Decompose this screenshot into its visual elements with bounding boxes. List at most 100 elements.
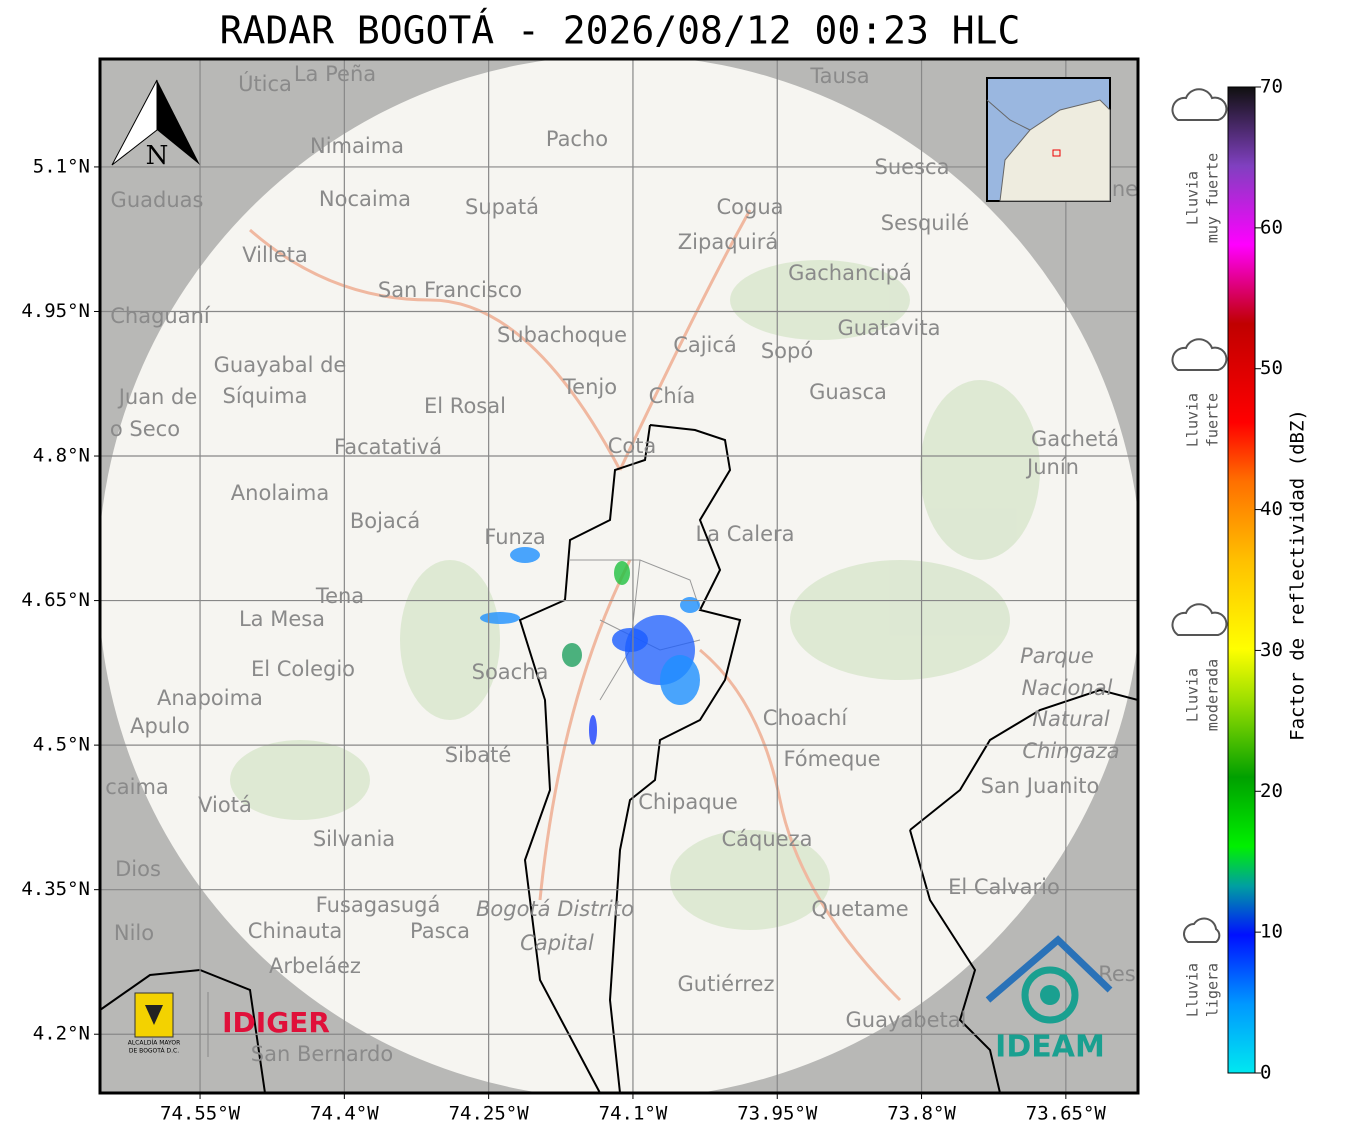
place-label: Dios — [115, 857, 161, 881]
legend-label: Lluvia — [1184, 171, 1202, 225]
legend-label: muy fuerte — [1204, 153, 1222, 243]
colorbar-label: Factor de reflectividad (dBZ) — [1287, 409, 1309, 741]
place-label: Gachetá — [1031, 427, 1119, 451]
place-label: Facatativá — [334, 435, 442, 459]
place-label: Guayabal de — [214, 353, 347, 377]
place-label: Cogua — [716, 195, 783, 219]
place-label: Chingaza — [1022, 739, 1119, 763]
radar-echoes — [480, 547, 700, 745]
legend-label: fuerte — [1204, 393, 1222, 447]
legend-label: Lluvia — [1184, 963, 1202, 1017]
x-tick-label: 73.95°W — [737, 1103, 818, 1125]
place-label: Capital — [520, 931, 594, 955]
place-label: Gachancipá — [788, 261, 912, 285]
place-label: Choachí — [763, 706, 849, 730]
place-label: Funza — [484, 525, 545, 549]
place-label: Tenjo — [562, 375, 617, 399]
x-tick-label: 74.4°W — [310, 1103, 379, 1125]
place-label: Anapoima — [157, 686, 263, 710]
x-tick-label: 74.25°W — [449, 1103, 530, 1125]
place-label: Tausa — [809, 64, 869, 88]
x-tick-label: 73.8°W — [887, 1103, 956, 1125]
place-label: Anolaima — [231, 481, 329, 505]
colorbar-tick-label: 50 — [1260, 357, 1283, 379]
y-tick-label: 5.1°N — [33, 155, 90, 177]
legend-label: moderada — [1204, 659, 1222, 731]
place-label: Fusagasugá — [316, 893, 441, 917]
place-label: Silvania — [313, 827, 395, 851]
legend-label: Lluvia — [1184, 668, 1202, 722]
place-label: El Calvario — [948, 875, 1060, 899]
place-label: Chaguaní — [110, 304, 211, 328]
colorbar-tick-label: 60 — [1260, 216, 1283, 238]
place-label: Guaduas — [111, 188, 204, 212]
place-label: Viotá — [198, 793, 252, 817]
colorbar-tick-label: 20 — [1260, 780, 1283, 802]
y-tick-label: 4.65°N — [21, 589, 90, 611]
y-tick-label: 4.35°N — [21, 878, 90, 900]
place-label: Bogotá Distrito — [476, 897, 634, 921]
map-area: Útica La Peña Tausa Pacho Nimaima Guaduas Noca… — [100, 59, 1138, 1093]
place-label: Parque — [1020, 644, 1094, 668]
colorbar-tick-label: 30 — [1260, 639, 1283, 661]
place-label: Apulo — [130, 714, 190, 738]
place-label: Juan de — [117, 385, 198, 409]
place-label: Soacha — [472, 660, 549, 684]
place-label: Zipaquirá — [678, 230, 778, 254]
place-label: o Seco — [110, 417, 180, 441]
alcaldia-logo: ALCALDÍA MAYOR DE BOGOTÁ D.C. — [128, 992, 209, 1057]
inset-map — [986, 77, 1111, 202]
colorbar-tick-label: 70 — [1260, 76, 1283, 98]
place-label: Chipaque — [638, 790, 738, 814]
place-label: Fómeque — [783, 747, 880, 771]
place-label: El Colegio — [251, 657, 355, 681]
place-label: ne — [1112, 177, 1138, 201]
place-label: Gutiérrez — [678, 972, 775, 996]
y-tick-label: 4.2°N — [33, 1023, 90, 1045]
grid — [100, 59, 1138, 1093]
place-label: Sesquilé — [881, 211, 969, 235]
place-label: Arbeláez — [269, 954, 361, 978]
title: RADAR BOGOTÁ - 2026/08/12 00:23 HLC — [220, 9, 1021, 53]
place-label: San Juanito — [981, 774, 1100, 798]
ideam-logo: IDEAM — [985, 935, 1113, 1065]
place-label: El Rosal — [424, 394, 506, 418]
legend-label: ligera — [1204, 963, 1222, 1017]
place-label: Sopó — [761, 339, 813, 363]
y-tick-label: 4.8°N — [33, 445, 90, 467]
place-label: Chía — [649, 384, 696, 408]
y-tick-label: 4.5°N — [33, 734, 90, 756]
x-tick-label: 74.1°W — [599, 1103, 668, 1125]
place-label: Guayabetal — [846, 1008, 967, 1032]
place-label: Suesca — [875, 155, 950, 179]
north-label: N — [146, 141, 169, 171]
place-label: La Peña — [294, 62, 376, 86]
place-label: Subachoque — [497, 323, 627, 347]
place-label: Nacional — [1022, 676, 1113, 700]
place-label: San Francisco — [378, 278, 522, 302]
ideam-text: IDEAM — [995, 1030, 1105, 1065]
y-tick-label: 4.95°N — [21, 300, 90, 322]
place-label: Supatá — [465, 195, 539, 219]
place-label: Tena — [315, 584, 364, 608]
place-label: caima — [105, 775, 169, 799]
place-label: San Bernardo — [251, 1042, 393, 1066]
colorbar-ticks: 0 10 20 30 40 50 60 70 — [1255, 76, 1283, 1084]
colorbar-tick-label: 0 — [1260, 1062, 1271, 1084]
place-label: La Calera — [695, 522, 794, 546]
place-label: Cajicá — [673, 333, 737, 357]
colorbar-tick-label: 10 — [1260, 921, 1283, 943]
place-label: Guasca — [809, 380, 887, 404]
place-label: Sibaté — [445, 743, 512, 767]
place-label: Cáqueza — [722, 827, 813, 851]
place-label: Natural — [1032, 707, 1110, 731]
idiger-logo: IDIGER — [222, 1006, 330, 1039]
colorbar — [1227, 86, 1256, 1074]
place-label: Junín — [1025, 455, 1079, 479]
place-label: Bojacá — [350, 509, 420, 533]
alcaldia-text: DE BOGOTÁ D.C. — [129, 1048, 179, 1055]
place-label: Útica — [238, 71, 292, 96]
colorbar-tick-label: 40 — [1260, 498, 1283, 520]
